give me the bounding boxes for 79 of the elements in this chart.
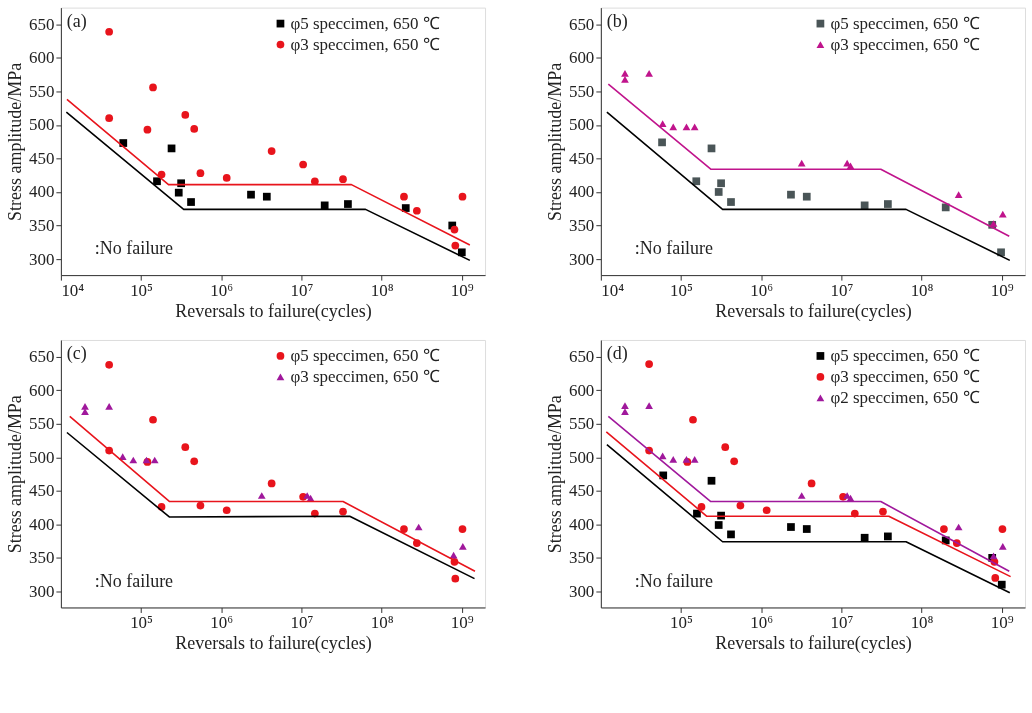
x-tick-label: 10⁵ bbox=[670, 612, 694, 632]
legend-label: φ3 speccimen, 650 ℃ bbox=[290, 34, 440, 54]
x-tick-label: 10⁴ bbox=[601, 280, 625, 300]
y-axis-title: Stress amplitude/MPa bbox=[4, 395, 25, 554]
y-tick-label: 550 bbox=[568, 81, 595, 101]
y-tick-label: 450 bbox=[568, 148, 595, 168]
x-tick-label: 10⁷ bbox=[290, 612, 314, 632]
x-tick-label: 10⁷ bbox=[290, 280, 314, 300]
legend-label: φ5 speccimen, 650 ℃ bbox=[290, 345, 440, 365]
y-tick-label: 300 bbox=[568, 581, 595, 601]
y-tick-label: 300 bbox=[28, 581, 55, 601]
y-tick-label: 500 bbox=[28, 115, 55, 135]
x-tick-label: 10⁷ bbox=[830, 280, 854, 300]
y-tick-label: 350 bbox=[28, 215, 55, 235]
legend-label: φ2 speccimen, 650 ℃ bbox=[830, 387, 980, 407]
y-tick-label: 350 bbox=[568, 548, 595, 568]
x-tick-label: 10⁸ bbox=[910, 280, 934, 300]
x-tick-label: 10⁶ bbox=[750, 280, 774, 300]
y-tick-label: 650 bbox=[568, 14, 595, 34]
y-tick-label: 400 bbox=[568, 514, 595, 534]
legend-label: φ3 speccimen, 650 ℃ bbox=[830, 34, 980, 54]
annotation: (d) bbox=[606, 342, 628, 364]
x-tick-label: 10⁵ bbox=[670, 280, 694, 300]
x-tick-label: 10⁴ bbox=[61, 280, 85, 300]
y-tick-label: 400 bbox=[28, 514, 55, 534]
y-tick-label: 400 bbox=[568, 182, 595, 202]
y-tick-label: 400 bbox=[28, 182, 55, 202]
annotation: (b) bbox=[606, 10, 628, 32]
x-tick-label: 10⁶ bbox=[210, 280, 234, 300]
annotation: (a) bbox=[66, 10, 87, 32]
legend-label: φ3 speccimen, 650 ℃ bbox=[290, 366, 440, 386]
x-tick-label: 10⁹ bbox=[450, 612, 474, 632]
y-tick-label: 550 bbox=[28, 81, 55, 101]
annotation: :No failure bbox=[634, 570, 714, 591]
y-tick-label: 300 bbox=[568, 249, 595, 269]
y-tick-label: 600 bbox=[28, 48, 55, 68]
y-tick-label: 600 bbox=[28, 380, 55, 400]
y-tick-label: 350 bbox=[568, 215, 595, 235]
y-tick-label: 450 bbox=[28, 481, 55, 501]
x-axis-title: Reversals to failure(cycles) bbox=[715, 300, 912, 322]
annotation: :No failure bbox=[634, 238, 714, 259]
y-tick-label: 350 bbox=[28, 548, 55, 568]
x-tick-label: 10⁹ bbox=[450, 280, 474, 300]
y-tick-label: 500 bbox=[568, 115, 595, 135]
legend-label: φ3 speccimen, 650 ℃ bbox=[830, 366, 980, 386]
annotation: (c) bbox=[66, 342, 87, 364]
x-tick-label: 10⁵ bbox=[130, 612, 154, 632]
x-axis-title: Reversals to failure(cycles) bbox=[715, 632, 912, 654]
x-tick-label: 10⁶ bbox=[750, 612, 774, 632]
x-tick-label: 10⁸ bbox=[370, 280, 394, 300]
x-tick-label: 10⁵ bbox=[130, 280, 154, 300]
annotation: :No failure bbox=[94, 570, 174, 591]
legend-label: φ5 speccimen, 650 ℃ bbox=[830, 345, 980, 365]
y-tick-label: 450 bbox=[568, 481, 595, 501]
y-axis-title: Stress amplitude/MPa bbox=[544, 62, 565, 221]
x-axis-title: Reversals to failure(cycles) bbox=[175, 632, 372, 654]
y-axis-title: Stress amplitude/MPa bbox=[4, 62, 25, 221]
x-tick-label: 10⁸ bbox=[370, 612, 394, 632]
x-tick-label: 10⁸ bbox=[910, 612, 934, 632]
y-tick-label: 650 bbox=[568, 347, 595, 367]
y-tick-label: 650 bbox=[28, 14, 55, 34]
y-axis-title: Stress amplitude/MPa bbox=[544, 395, 565, 554]
x-axis-title: Reversals to failure(cycles) bbox=[175, 300, 372, 322]
x-tick-label: 10⁹ bbox=[990, 612, 1014, 632]
legend-label: φ5 speccimen, 650 ℃ bbox=[830, 13, 980, 33]
y-tick-label: 300 bbox=[28, 249, 55, 269]
legend-label: φ5 speccimen, 650 ℃ bbox=[290, 13, 440, 33]
y-tick-label: 600 bbox=[568, 48, 595, 68]
y-tick-label: 450 bbox=[28, 148, 55, 168]
x-tick-label: 10⁷ bbox=[830, 612, 854, 632]
x-tick-label: 10⁶ bbox=[210, 612, 234, 632]
y-tick-label: 550 bbox=[568, 414, 595, 434]
y-tick-label: 500 bbox=[28, 447, 55, 467]
x-tick-label: 10⁹ bbox=[990, 280, 1014, 300]
y-tick-label: 500 bbox=[568, 447, 595, 467]
y-tick-label: 600 bbox=[568, 380, 595, 400]
y-tick-label: 650 bbox=[28, 347, 55, 367]
y-tick-label: 550 bbox=[28, 414, 55, 434]
annotation: :No failure bbox=[94, 238, 174, 259]
